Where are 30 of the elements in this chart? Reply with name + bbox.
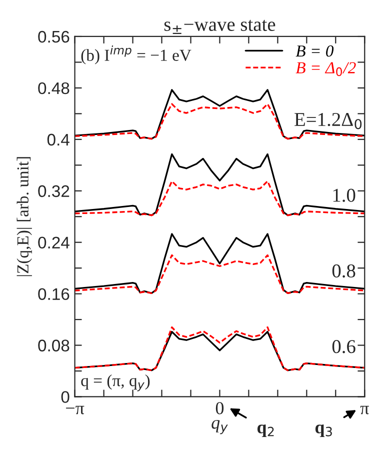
- y-tick-label: 0.32: [38, 185, 70, 198]
- legend-label: B = 0: [296, 45, 334, 57]
- x-tick-label: 0: [216, 402, 224, 414]
- x-tick-label: π: [360, 406, 369, 414]
- y-axis-title: |Z(q,E)| [arb. unit]: [16, 157, 32, 276]
- y-tick-label: 0.24: [38, 236, 70, 249]
- annotation: E=1.2Δ$_{0}$: [294, 112, 362, 130]
- line-series: [74, 180, 365, 216]
- annotation: 0.8: [332, 264, 356, 278]
- line-series: [74, 233, 365, 294]
- chart-title: s$_{±}$−wave state: [164, 20, 276, 34]
- line-series: [74, 89, 365, 140]
- y-tick-label: 0: [61, 391, 70, 403]
- annotation: 1.0: [333, 188, 356, 202]
- annotation: q = (π, q$_{y}$): [81, 374, 150, 392]
- y-tick-label: 0.4: [47, 134, 70, 146]
- text: q$_{2}$: [257, 424, 274, 438]
- x-axis-title: q$_{y}$: [212, 420, 228, 434]
- y-tick-label: 0.08: [38, 340, 70, 352]
- line-series: [74, 153, 365, 216]
- annotation: (b) I$^{imp}$ = −1 eV: [81, 45, 192, 64]
- legend-label: B = Δ$_{0}$/2: [296, 62, 356, 76]
- annotation: 0.6: [332, 340, 356, 354]
- line-series: [74, 254, 365, 294]
- y-tick-label: 0.16: [38, 288, 70, 300]
- text: q$_{3}$: [315, 424, 332, 438]
- line-series: [74, 103, 365, 140]
- y-tick-label: 0.56: [38, 30, 70, 43]
- x-tick-label: −π: [66, 406, 84, 414]
- y-tick-label: 0.48: [38, 82, 70, 94]
